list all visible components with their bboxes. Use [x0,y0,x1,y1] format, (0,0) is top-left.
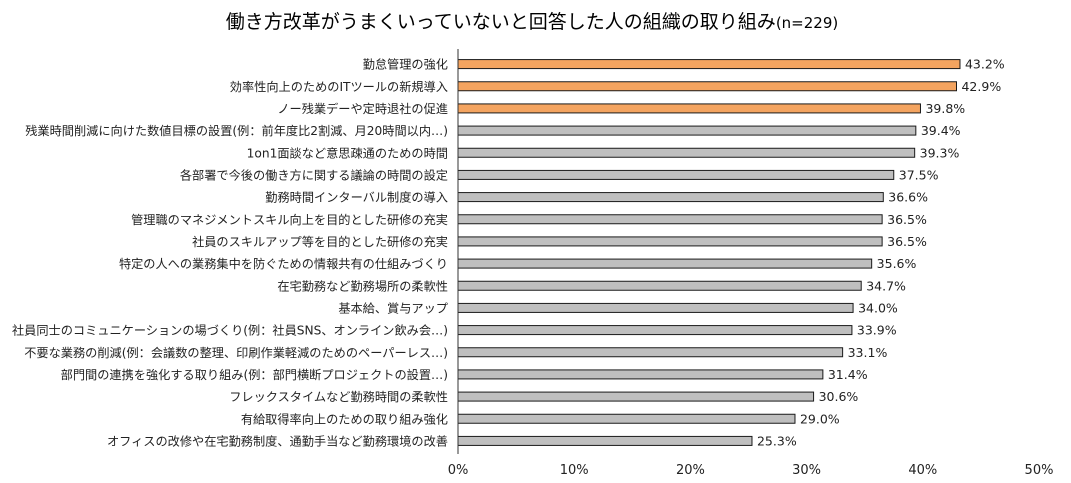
category-label: オフィスの改修や在宅勤務制度、通勤手当など勤務環境の改善 [107,433,448,448]
data-label: 31.4% [828,367,868,382]
x-tick-label: 40% [908,463,937,478]
bar [457,192,884,203]
bar [457,59,961,70]
category-label: 部門間の連携を強化する取り組み(例：部門横断プロジェクトの設置…) [61,367,448,382]
bar [457,435,753,446]
data-label: 36.5% [887,234,927,249]
data-label: 34.0% [858,300,898,315]
category-label: 社員同士のコミュニケーションの場づくり(例：社員SNS、オンライン飲み会…) [12,323,448,338]
category-label: 有給取得率向上のための取り組み強化 [241,411,448,426]
bar [457,147,916,158]
bar [457,103,921,114]
data-label: 36.5% [887,212,927,227]
category-label: フレックスタイムなど勤務時間の柔軟性 [229,389,448,404]
data-label: 29.0% [800,411,840,426]
bar [457,347,844,358]
bar [457,302,854,313]
category-label: 勤怠管理の強化 [363,57,448,72]
x-tick-label: 20% [676,463,705,478]
category-label: 各部署で今後の働き方に関する議論の時間の設定 [180,167,448,182]
category-label: ノー残業デーや定時退社の促進 [277,101,448,116]
category-label: 残業時間削減に向けた数値目標の設置(例：前年度比2割減、月20時間以内…) [25,123,448,138]
bar [457,81,957,92]
category-label: 1on1面談など意思疎通のための時間 [247,145,448,160]
data-label: 39.3% [920,145,960,160]
bar [457,236,883,247]
bars-group: 勤怠管理の強化 43.2% 効率性向上のためのITツールの新規導入 42.9% ノー残業… [12,57,1005,449]
data-label: 37.5% [899,167,939,182]
data-label: 33.9% [857,323,897,338]
chart-title-main: 働き方改革がうまくいっていないと回答した人の組織の取り組み [226,11,776,33]
bar [457,280,862,291]
category-label: 在宅勤務など勤務場所の柔軟性 [277,278,448,293]
data-label: 39.4% [921,123,961,138]
bar [457,214,883,225]
data-label: 39.8% [925,101,965,116]
category-label: 管理職のマネジメントスキル向上を目的とした研修の充実 [131,212,448,227]
bar [457,258,873,269]
chart-subtitle: (n=229) [776,14,838,32]
data-label: 34.7% [866,278,906,293]
category-label: 基本給、賞与アップ [338,301,448,315]
bar [457,391,815,402]
category-label: 効率性向上のためのITツールの新規導入 [230,79,448,94]
bar [457,125,917,136]
x-tick-label: 0% [448,463,469,478]
data-label: 36.6% [888,190,928,205]
bar [457,369,824,380]
bar [457,169,895,180]
bar [457,325,853,336]
category-label: 社員のスキルアップ等を目的とした研修の充実 [192,234,448,249]
chart-title: 働き方改革がうまくいっていないと回答した人の組織の取り組み(n=229) [226,11,838,33]
data-label: 35.6% [877,256,917,271]
data-label: 43.2% [965,57,1005,72]
x-tick-label: 30% [792,463,821,478]
category-label: 勤務時間インターバル制度の導入 [265,190,448,205]
x-tick-label: 50% [1025,463,1054,478]
data-label: 42.9% [961,79,1001,94]
axis-group: 0% 10% 20% 30% 40% 50% [448,49,1054,478]
category-label: 特定の人への業務集中を防ぐための情報共有の仕組みづくり [119,256,448,271]
data-label: 33.1% [848,345,888,360]
category-label: 不要な業務の削減(例：会議数の整理、印刷作業軽減のためのペーパーレス…) [24,345,448,360]
bar [457,413,796,424]
x-tick-label: 10% [560,463,589,478]
data-label: 30.6% [819,389,859,404]
data-label: 25.3% [757,433,797,448]
